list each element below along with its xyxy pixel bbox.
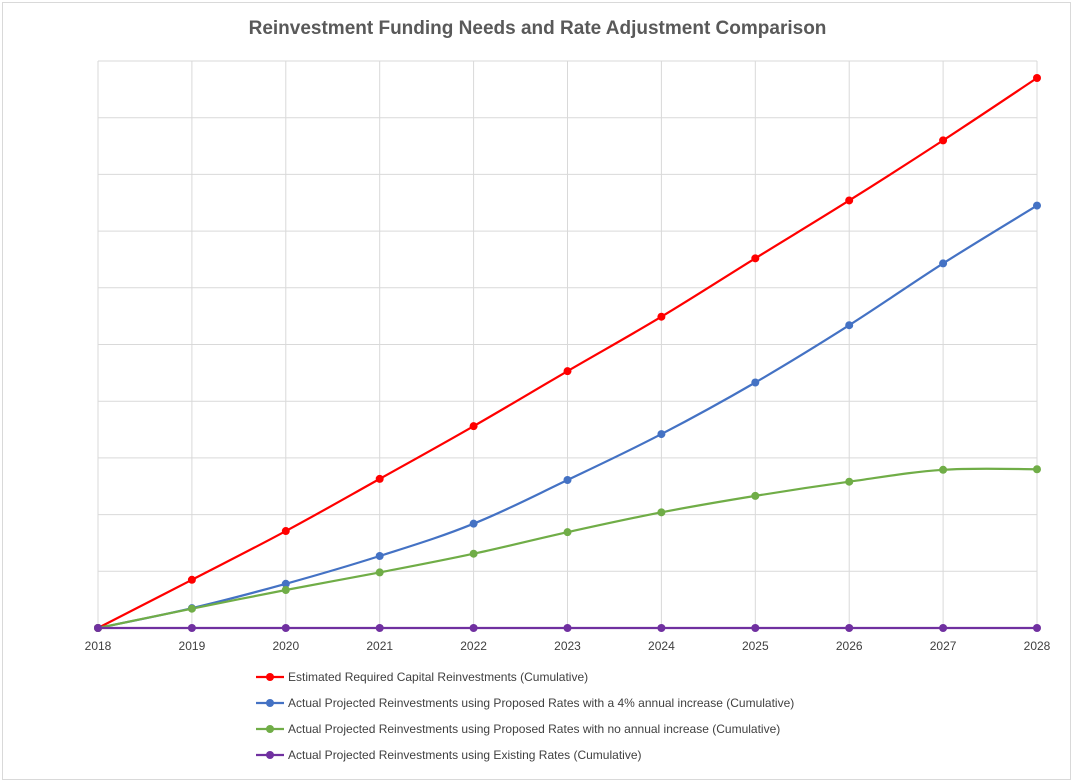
legend-marker-4 (266, 751, 274, 759)
data-point (939, 136, 948, 145)
data-point (375, 568, 384, 577)
x-tick-label: 2025 (742, 639, 769, 653)
legend-label-2: Actual Projected Reinvestments using Pro… (288, 696, 794, 710)
data-point (187, 575, 196, 584)
data-point (375, 474, 384, 483)
data-point (939, 465, 948, 474)
x-axis-ticks: 2018 2019 2020 2021 2022 2023 2024 2025 2026 2027… (85, 639, 1051, 653)
x-tick-label: 2027 (930, 639, 957, 653)
data-point (657, 624, 666, 632)
data-point (281, 586, 290, 595)
data-point (657, 430, 666, 439)
x-tick-label: 2020 (272, 639, 299, 653)
legend-marker-1 (266, 673, 274, 681)
legend-label-1: Estimated Required Capital Reinvestments… (288, 670, 588, 684)
x-tick-label: 2018 (85, 639, 112, 653)
data-point (94, 624, 102, 632)
data-point (469, 549, 478, 558)
series-line-2 (97, 204, 1038, 630)
data-point (751, 254, 760, 263)
data-point (469, 624, 478, 632)
x-tick-label: 2022 (460, 639, 487, 653)
data-point (563, 367, 572, 376)
data-point (845, 321, 854, 330)
data-point (187, 624, 196, 632)
data-point (1033, 465, 1041, 474)
legend-label-4: Actual Projected Reinvestments using Exi… (288, 748, 641, 762)
data-point (469, 519, 478, 528)
data-point (751, 491, 760, 500)
data-point (845, 624, 854, 632)
data-point (751, 624, 760, 632)
data-point (1033, 624, 1041, 632)
data-point (845, 477, 854, 486)
x-tick-label: 2021 (366, 639, 393, 653)
x-tick-label: 2023 (554, 639, 581, 653)
legend-marker-3 (266, 725, 274, 733)
legend: Estimated Required Capital Reinvestments… (256, 670, 794, 762)
chart-title: Reinvestment Funding Needs and Rate Adju… (248, 18, 827, 39)
data-point (281, 527, 290, 536)
x-tick-label: 2026 (836, 639, 863, 653)
data-point (751, 378, 760, 387)
data-point (187, 604, 196, 613)
data-point (469, 422, 478, 431)
data-point (1033, 74, 1041, 83)
data-point (657, 312, 666, 321)
data-point (1033, 201, 1041, 210)
data-point (563, 476, 572, 485)
x-tick-label: 2024 (648, 639, 675, 653)
data-point (657, 508, 666, 517)
data-point (281, 579, 290, 588)
gridlines (97, 60, 1038, 629)
data-point (563, 624, 572, 632)
legend-label-3: Actual Projected Reinvestments using Pro… (288, 722, 780, 736)
data-point (939, 259, 948, 268)
data-point (375, 551, 384, 560)
data-point (375, 624, 384, 632)
x-tick-label: 2019 (179, 639, 206, 653)
data-point (281, 624, 290, 632)
data-point (939, 624, 948, 632)
series-points (94, 74, 1041, 632)
data-point (563, 528, 572, 537)
x-tick-label: 2028 (1024, 639, 1051, 653)
legend-marker-2 (266, 699, 274, 707)
data-point (845, 196, 854, 205)
